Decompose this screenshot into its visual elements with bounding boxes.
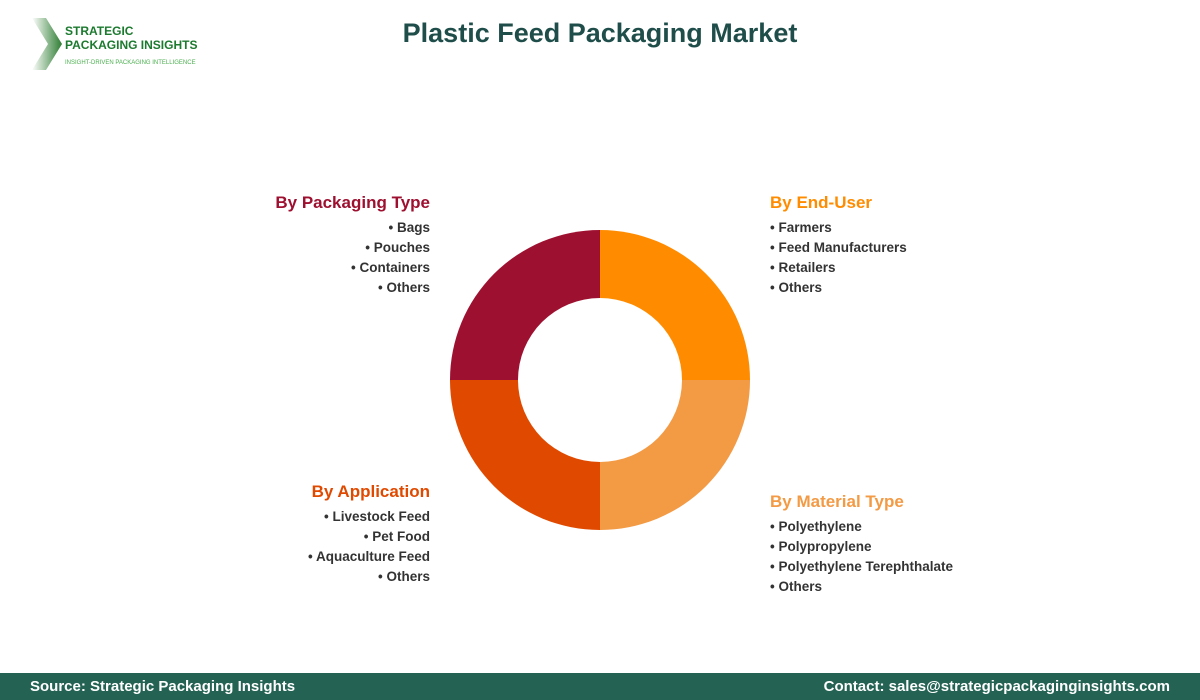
list-item: Containers (359, 260, 430, 275)
logo-line2: PACKAGING INSIGHTS (65, 38, 198, 52)
list-item: Farmers (778, 220, 832, 235)
list-item: Pouches (373, 240, 430, 255)
list-item: Livestock Feed (332, 509, 430, 524)
segment-end-user-block: By End-User • Farmers • Feed Manufacturer… (770, 193, 1070, 298)
segment-packaging-type-block: By Packaging Type • Bags • Pouches • Conta… (130, 193, 430, 298)
logo-line1: STRATEGIC (65, 24, 134, 38)
list-item: Others (386, 280, 430, 295)
segment-heading: By End-User (770, 193, 873, 212)
list-item: Feed Manufacturers (778, 240, 907, 255)
list-item: Others (778, 579, 822, 594)
list-item: Others (386, 569, 430, 584)
segment-heading: By Packaging Type (275, 193, 430, 212)
list-item: Bags (396, 220, 430, 235)
list-item: Aquaculture Feed (315, 549, 430, 564)
footer: Source: Strategic Packaging Insights Con… (0, 673, 1200, 700)
logo-tagline: INSIGHT-DRIVEN PACKAGING INTELLIGENCE (65, 60, 196, 66)
list-item: Polyethylene (778, 519, 862, 534)
list-item: Retailers (778, 260, 836, 275)
list-item: Others (778, 280, 822, 295)
list-item: Polypropylene (778, 539, 872, 554)
segment-application-block: By Application • Livestock Feed • Pet Foo… (130, 482, 430, 587)
segment-heading: By Material Type (770, 492, 904, 511)
list-item: Polyethylene Terephthalate (778, 559, 954, 574)
logo-chevron-icon (32, 18, 62, 70)
page-title: Plastic Feed Packaging Market (402, 18, 798, 48)
list-item: Pet Food (372, 529, 430, 544)
contact-link[interactable]: Contact: sales@strategicpackaginginsight… (823, 678, 1170, 695)
source-text: Source: Strategic Packaging Insights (30, 678, 296, 695)
segment-material-type-block: By Material Type • Polyethylene • Polypro… (770, 492, 1070, 597)
logo: STRATEGIC PACKAGING INSIGHTS INSIGHT-DRI… (30, 18, 210, 73)
segment-heading: By Application (311, 482, 430, 501)
